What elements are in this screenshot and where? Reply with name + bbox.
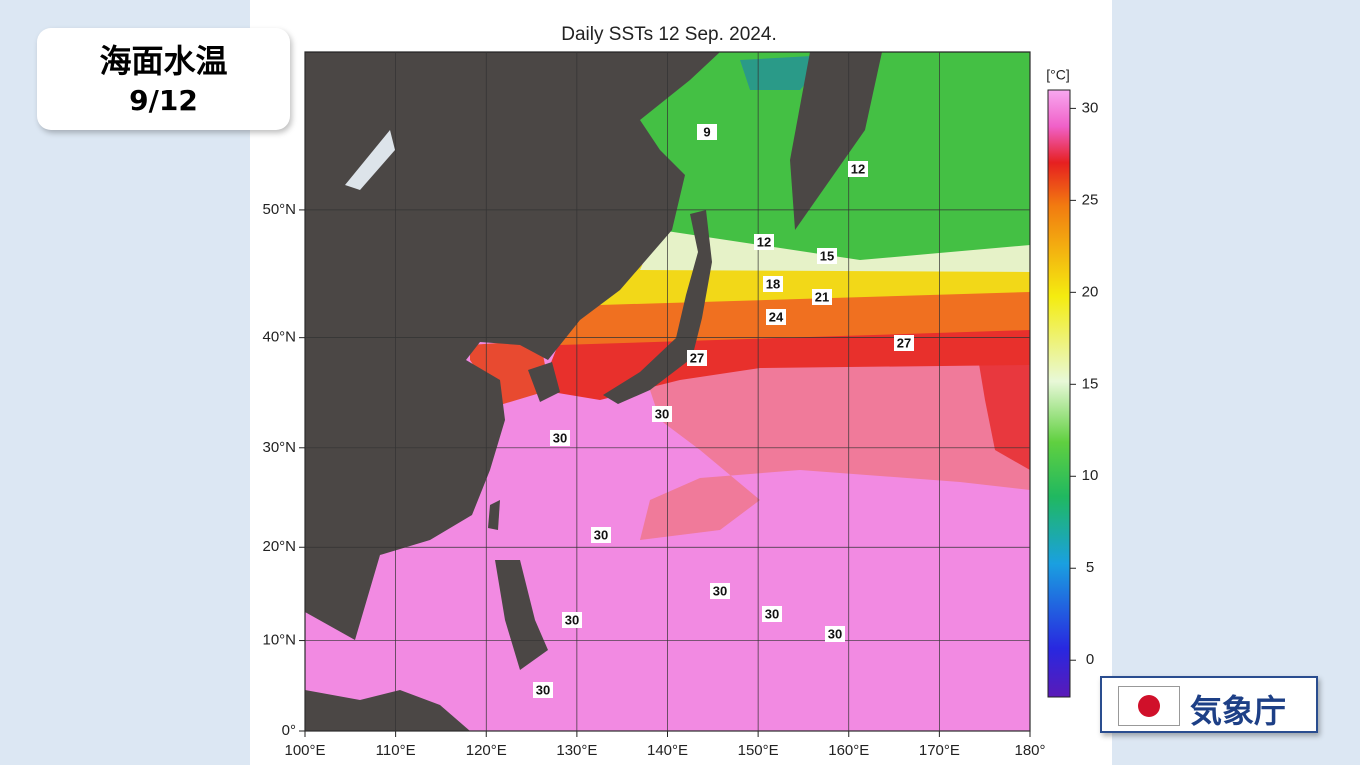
contour-label-box [687,350,707,366]
contour-label: 30 [536,682,550,697]
contour-label-box [812,289,832,305]
contour-label-box [754,234,774,250]
contour-label-box [817,248,837,264]
flag [1118,686,1180,726]
colorbar-tick-label: 10 [1082,467,1099,484]
contour-label-box [894,335,914,351]
contour-label: 12 [851,161,865,176]
contour-label: 24 [769,309,784,324]
y-tick-label: 50°N [262,201,296,218]
contour-label: 27 [690,350,704,365]
x-tick-label: 130°E [556,742,597,759]
contour-label: 15 [820,248,834,263]
land [790,52,882,230]
land [305,690,470,731]
contour-label: 30 [565,612,579,627]
map-title: Daily SSTs 12 Sep. 2024. [561,24,776,45]
contour-label-box [710,583,730,599]
header-title: 海面水温 [99,42,228,80]
colorbar-tick-label: 25 [1082,191,1099,208]
contour-label: 30 [765,606,779,621]
contour-label: 27 [897,335,911,350]
y-tick-label: 10°N [262,632,296,649]
logo-text: 気象庁 [1190,692,1287,730]
land [305,52,720,640]
contour-label-box [763,276,783,292]
colorbar-tick-label: 15 [1082,375,1099,392]
colorbar-tick-label: 30 [1082,99,1099,116]
contour-label: 30 [655,406,669,421]
y-tick-label: 40°N [262,329,296,346]
agency-logo: 気象庁 [1100,676,1318,733]
contour-label: 30 [713,583,727,598]
contour-label: 21 [815,289,829,304]
land [528,362,560,402]
contour-label: 30 [828,626,842,641]
contour-label-box [825,626,845,642]
contour-label: 12 [757,234,771,249]
contour-label-box [533,682,553,698]
x-tick-label: 110°E [376,742,416,759]
contour-label: 18 [766,276,780,291]
sea-band [640,345,1030,540]
y-tick-label: 0° [282,722,296,739]
colorbar-tick-label: 5 [1086,559,1094,576]
lake [345,130,395,190]
x-tick-label: 180° [1014,742,1045,759]
contour-label-box [550,430,570,446]
contour-label-box [697,124,717,140]
x-tick-label: 100°E [284,742,325,759]
contour-label: 30 [594,527,608,542]
x-tick-label: 170°E [919,742,960,759]
contour-label-box [591,527,611,543]
contour-label-box [762,606,782,622]
contour-label: 9 [703,124,710,139]
contour-label-box [766,309,786,325]
land [488,500,500,530]
colorbar-tick-label: 20 [1082,283,1099,300]
land [495,560,548,670]
y-tick-label: 20°N [262,538,296,555]
y-tick-label: 30°N [262,439,296,456]
land [603,210,712,404]
x-tick-label: 140°E [647,742,688,759]
colorbar-tick-label: 0 [1086,651,1094,668]
header-date: 9/12 [129,84,198,117]
contour-label-box [848,161,868,177]
x-tick-label: 120°E [466,742,507,759]
header-box: 海面水温 9/12 [37,28,290,130]
contour-label-box [562,612,582,628]
colorbar [1047,89,1071,698]
contour-label-box [652,406,672,422]
x-tick-label: 150°E [738,742,779,759]
contour-label: 30 [553,430,567,445]
colorbar-unit: [°C] [1046,67,1070,83]
x-tick-label: 160°E [828,742,869,759]
sea-band [975,340,1030,470]
